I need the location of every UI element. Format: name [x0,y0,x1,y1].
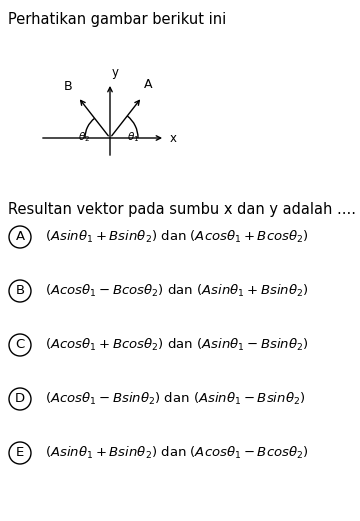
Text: A: A [15,230,24,243]
Text: $\theta_1$: $\theta_1$ [127,130,140,144]
Text: D: D [15,392,25,405]
Text: $\theta_2$: $\theta_2$ [78,130,90,144]
Text: $(A cos \theta_1 + B cos \theta_2)$ dan $(A sin \theta_1 - B sin \theta_2)$: $(A cos \theta_1 + B cos \theta_2)$ dan … [45,337,309,353]
Text: $(A cos \theta_1 - B sin \theta_2)$ dan $(A sin \theta_1 - B sin \theta_2)$: $(A cos \theta_1 - B sin \theta_2)$ dan … [45,391,305,407]
Text: y: y [112,66,119,79]
Text: x: x [170,132,177,145]
Text: A: A [144,78,153,91]
Text: $(A sin \theta_1 + B sin \theta_2)$ dan $(A cos \theta_1 - B cos \theta_2)$: $(A sin \theta_1 + B sin \theta_2)$ dan … [45,445,309,461]
Text: Resultan vektor pada sumbu x dan y adalah ....: Resultan vektor pada sumbu x dan y adala… [8,202,356,217]
Text: $(A cos \theta_1 - B cos \theta_2)$ dan $(A sin \theta_1 + B sin \theta_2)$: $(A cos \theta_1 - B cos \theta_2)$ dan … [45,283,309,299]
Text: B: B [64,80,73,93]
Text: Perhatikan gambar berikut ini: Perhatikan gambar berikut ini [8,12,226,27]
Text: $(A sin \theta_1 + B sin \theta_2)$ dan $(A cos \theta_1 + B cos \theta_2)$: $(A sin \theta_1 + B sin \theta_2)$ dan … [45,229,309,245]
Text: E: E [16,446,24,460]
Text: C: C [15,339,24,352]
Text: B: B [15,284,24,297]
